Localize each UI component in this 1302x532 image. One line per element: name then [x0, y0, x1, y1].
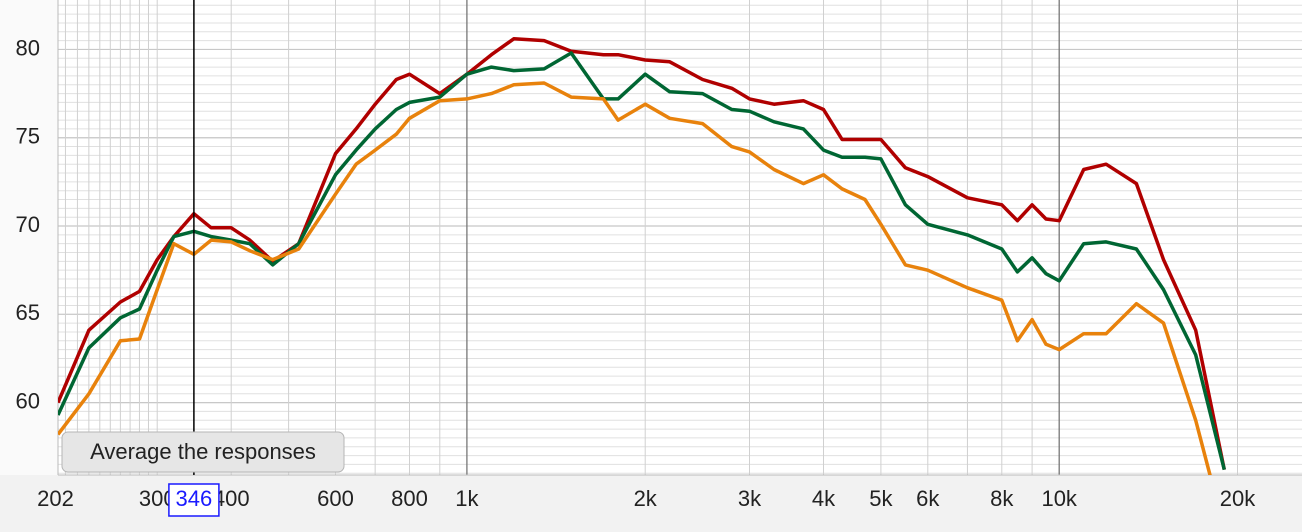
x-tick-label: 202	[37, 486, 74, 511]
response-line	[58, 81, 1212, 475]
y-tick-label: 70	[16, 212, 40, 237]
x-tick-label: 3k	[738, 486, 762, 511]
button-label[interactable]: Average the responses	[90, 439, 316, 464]
response-line	[58, 37, 1227, 471]
cursor-box	[168, 483, 220, 517]
x-tick-label: 800	[391, 486, 428, 511]
y-tick-label: 65	[16, 300, 40, 325]
x-tick-label: 4k	[812, 486, 836, 511]
cursor-label: 346	[176, 486, 213, 511]
plot-area	[58, 0, 1302, 475]
x-tick-label: 2k	[634, 486, 658, 511]
x-tick-label: 5k	[869, 486, 893, 511]
y-tick-label: 60	[16, 388, 40, 413]
x-tick-label: 20k	[1220, 486, 1256, 511]
x-tick-label: 6k	[916, 486, 940, 511]
x-tick-label: 10k	[1041, 486, 1077, 511]
x-tick-label: 8k	[990, 486, 1014, 511]
x-tick-label: 1k	[455, 486, 479, 511]
x-tick-label: 600	[317, 486, 354, 511]
y-tick-label: 75	[16, 124, 40, 149]
response-line	[58, 51, 1226, 471]
button[interactable]	[61, 431, 345, 473]
y-tick-label: 80	[16, 35, 40, 60]
